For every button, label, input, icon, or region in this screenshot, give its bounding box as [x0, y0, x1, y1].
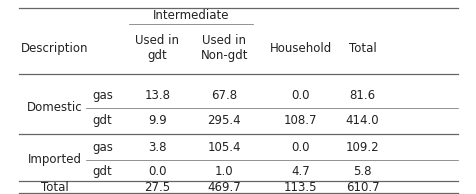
Text: gdt: gdt: [92, 114, 112, 127]
Text: 81.6: 81.6: [349, 88, 375, 102]
Text: 109.2: 109.2: [345, 141, 378, 154]
Text: 113.5: 113.5: [283, 181, 317, 194]
Text: 3.8: 3.8: [148, 141, 166, 154]
Text: Used in
Non-gdt: Used in Non-gdt: [200, 35, 248, 62]
Text: Imported: Imported: [28, 153, 82, 166]
Text: Used in
gdt: Used in gdt: [135, 35, 179, 62]
Text: gas: gas: [92, 141, 113, 154]
Text: 13.8: 13.8: [144, 88, 170, 102]
Text: 0.0: 0.0: [148, 165, 166, 178]
Text: Total: Total: [348, 42, 376, 55]
Text: 610.7: 610.7: [345, 181, 378, 194]
Text: gdt: gdt: [92, 165, 112, 178]
Text: 414.0: 414.0: [345, 114, 378, 127]
Text: 0.0: 0.0: [291, 88, 309, 102]
Text: 4.7: 4.7: [290, 165, 309, 178]
Text: 5.8: 5.8: [353, 165, 371, 178]
Text: gas: gas: [92, 88, 113, 102]
Text: 67.8: 67.8: [211, 88, 237, 102]
Text: 295.4: 295.4: [207, 114, 240, 127]
Text: 9.9: 9.9: [148, 114, 167, 127]
Text: 108.7: 108.7: [283, 114, 317, 127]
Text: 1.0: 1.0: [214, 165, 233, 178]
Text: 105.4: 105.4: [207, 141, 240, 154]
Text: 27.5: 27.5: [144, 181, 170, 194]
Text: Domestic: Domestic: [27, 101, 82, 114]
Text: Total: Total: [41, 181, 69, 194]
Text: 0.0: 0.0: [291, 141, 309, 154]
Text: Household: Household: [269, 42, 331, 55]
Text: Description: Description: [21, 42, 89, 55]
Text: 469.7: 469.7: [207, 181, 240, 194]
Text: Intermediate: Intermediate: [152, 9, 228, 22]
